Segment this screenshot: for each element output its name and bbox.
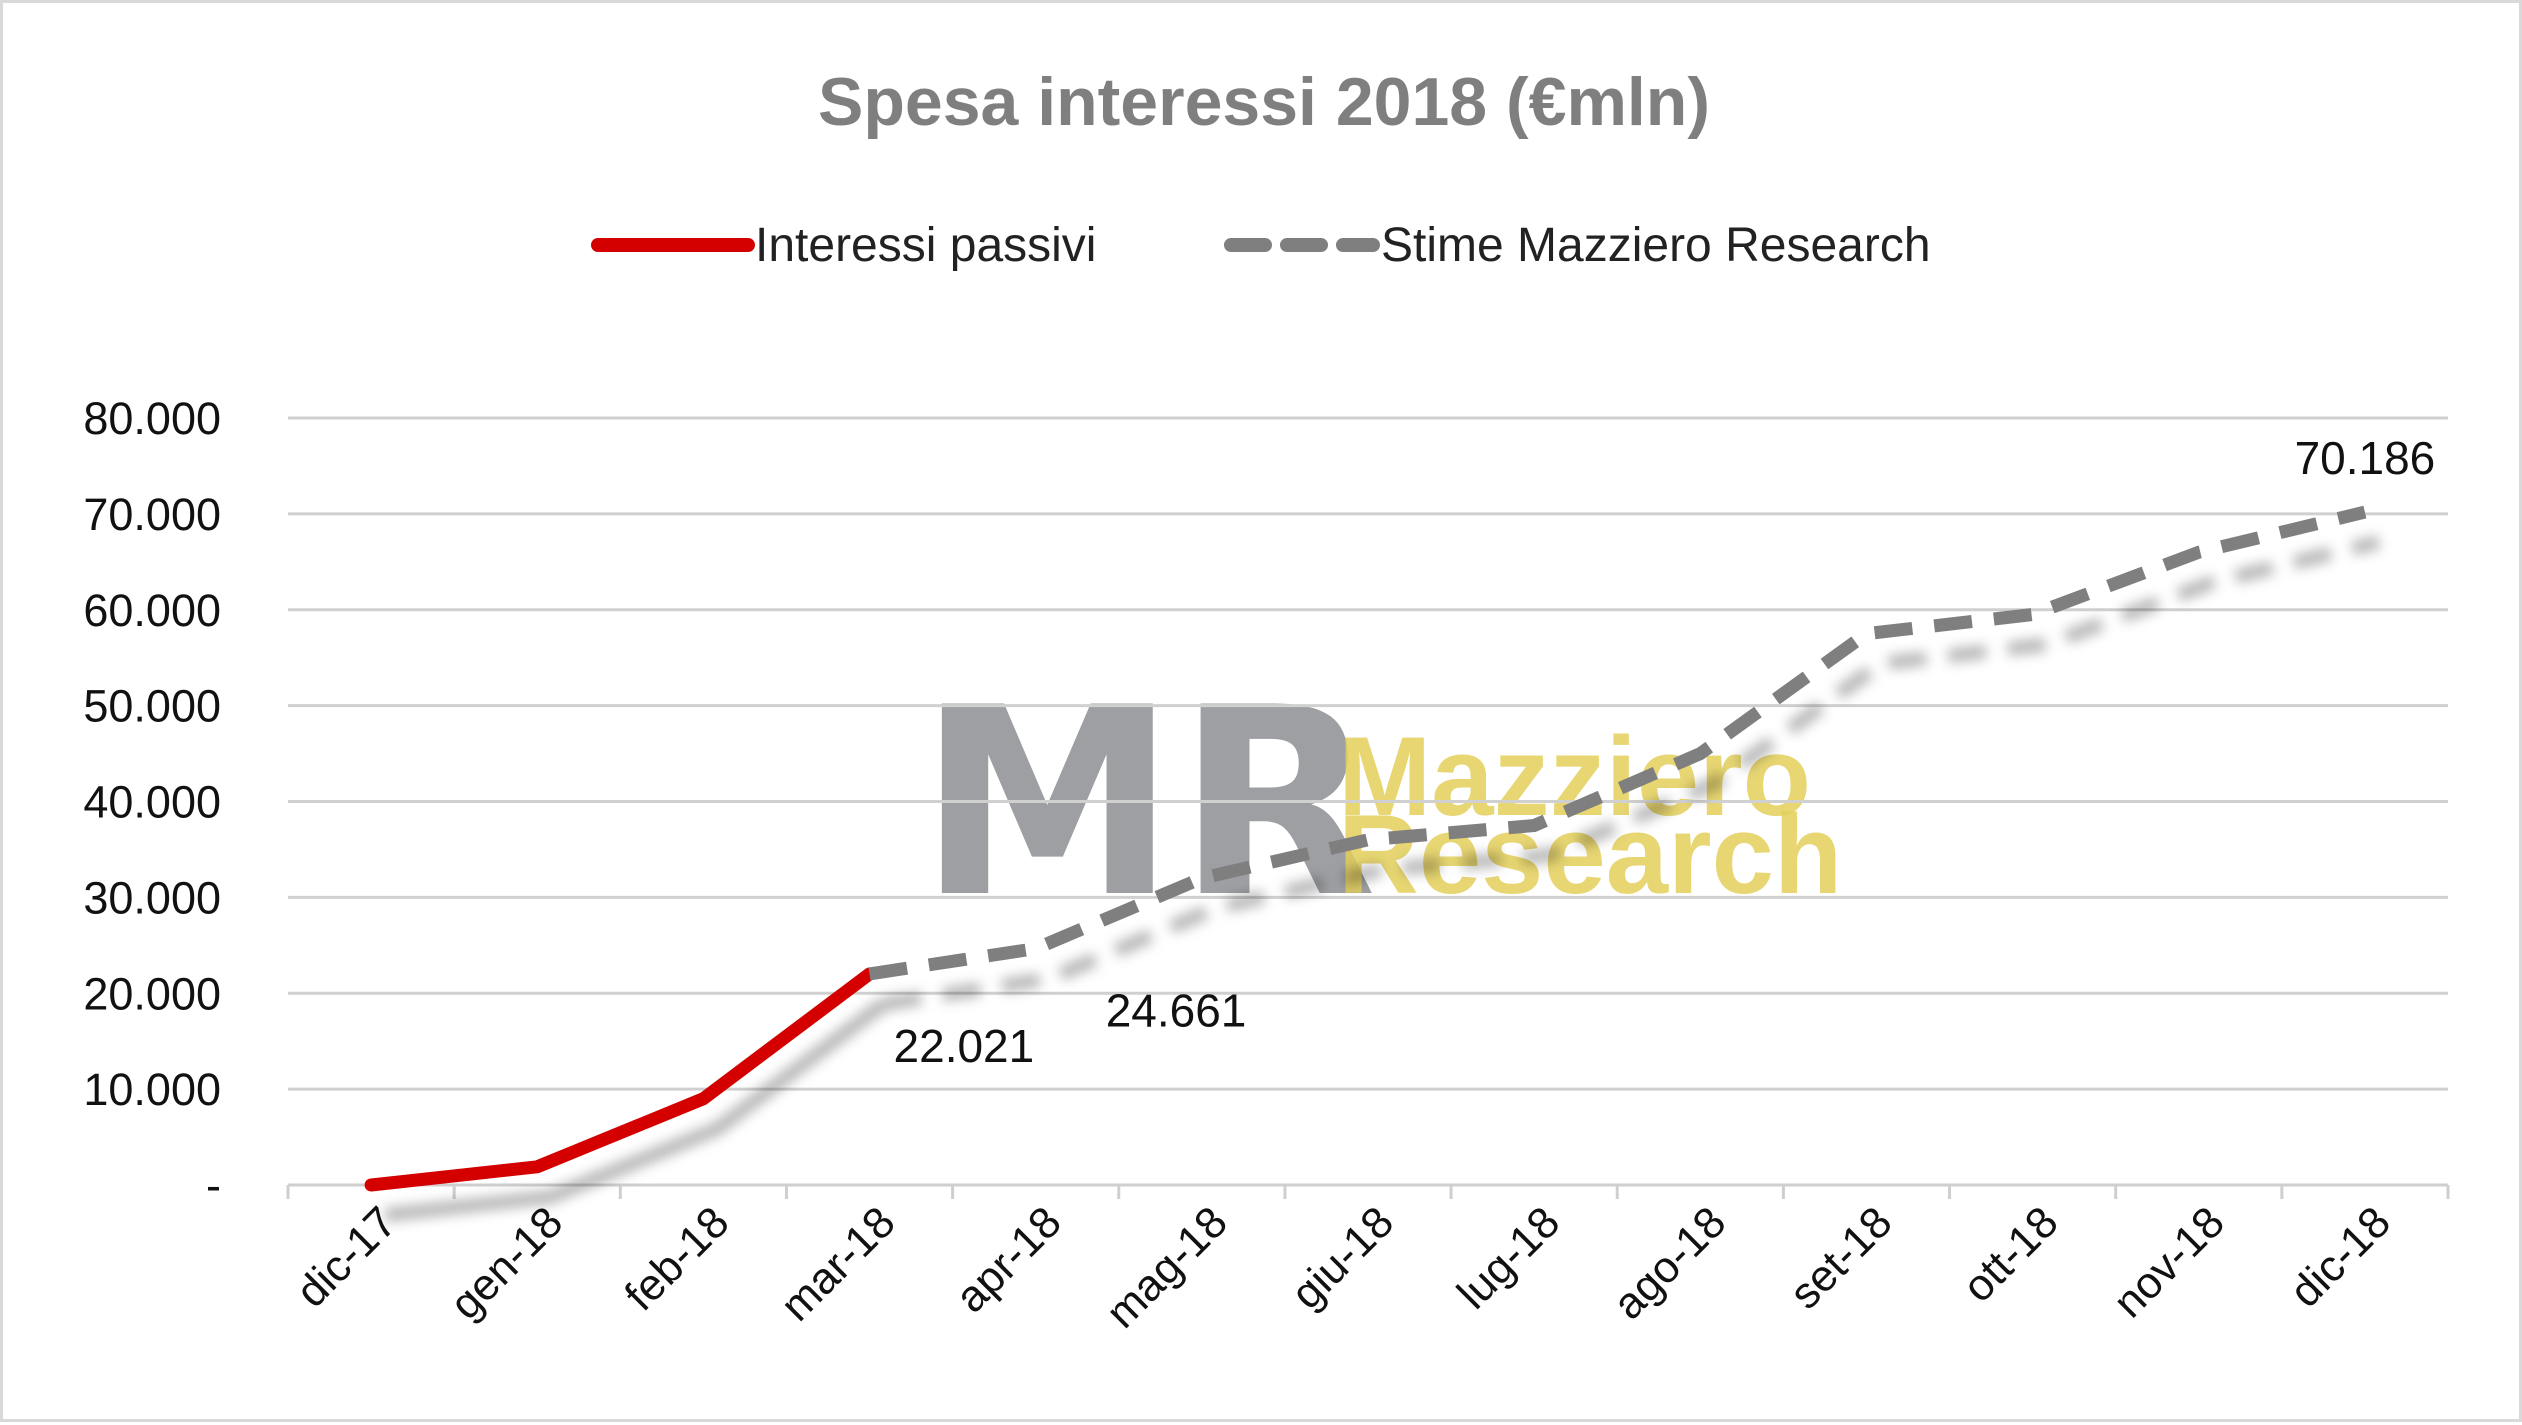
x-tick-label: ott-18: [1953, 1197, 2067, 1311]
x-tick-label: apr-18: [946, 1197, 1071, 1322]
series-shadow: [384, 998, 888, 1222]
y-tick-label: 10.000: [83, 1064, 221, 1115]
x-axis-ticks: dic-17 gen-18 feb-18 mar-18 apr-18 mag-18 giu-…: [287, 1197, 2400, 1337]
chart-title: Spesa interessi 2018 (€mln): [818, 64, 1710, 140]
x-tick-label: lug-18: [1448, 1197, 1569, 1318]
x-tick-label: gen-18: [441, 1197, 573, 1329]
x-tick-label: giu-18: [1282, 1197, 1403, 1318]
x-tick-label: mag-18: [1097, 1197, 1237, 1337]
y-tick-label: 50.000: [83, 681, 221, 732]
data-label: 22.021: [894, 1020, 1035, 1072]
data-labels: 22.021 24.661 70.186: [894, 432, 2436, 1072]
legend-label-interessi-passivi: Interessi passivi: [755, 219, 1096, 272]
y-tick-label: 70.000: [83, 489, 221, 540]
legend: Interessi passivi Stime Mazziero Researc…: [591, 219, 1931, 272]
data-label: 70.186: [2295, 432, 2436, 484]
x-axis: [286, 1183, 2450, 1199]
y-tick-label: -: [206, 1160, 221, 1211]
y-tick-label: 30.000: [83, 872, 221, 923]
series-line-interessi-passivi: [364, 967, 876, 1192]
data-label: 24.661: [1106, 985, 1247, 1037]
series-shadows: [384, 535, 2381, 1222]
x-tick-label: ago-18: [1604, 1197, 1736, 1329]
line-chart: Spesa interessi 2018 (€mln) Interessi pa…: [83, 64, 2450, 1338]
y-tick-label: 60.000: [83, 585, 221, 636]
y-tick-label: 40.000: [83, 777, 221, 828]
series-lines: [364, 505, 2367, 1192]
y-tick-label: 80.000: [83, 393, 221, 444]
x-tick-label: set-18: [1780, 1197, 1901, 1318]
x-tick-label: mar-18: [771, 1197, 904, 1330]
x-tick-label: feb-18: [616, 1197, 739, 1320]
series-line-stime: [868, 505, 2367, 981]
grid-lines: [288, 416, 2448, 1091]
legend-label-stime: Stime Mazziero Research: [1381, 219, 1931, 272]
x-tick-label: dic-18: [2281, 1197, 2400, 1316]
x-tick-label: nov-18: [2104, 1197, 2234, 1327]
watermark-logo: MR Mazziero Research: [918, 653, 1842, 955]
watermark-mr-mark: MR: [918, 653, 1377, 955]
series-shadow: [882, 535, 2381, 1011]
y-tick-label: 20.000: [83, 968, 221, 1019]
y-axis-ticks: - 10.000 20.000 30.000 40.000 50.000 60.000 70.…: [83, 393, 221, 1211]
